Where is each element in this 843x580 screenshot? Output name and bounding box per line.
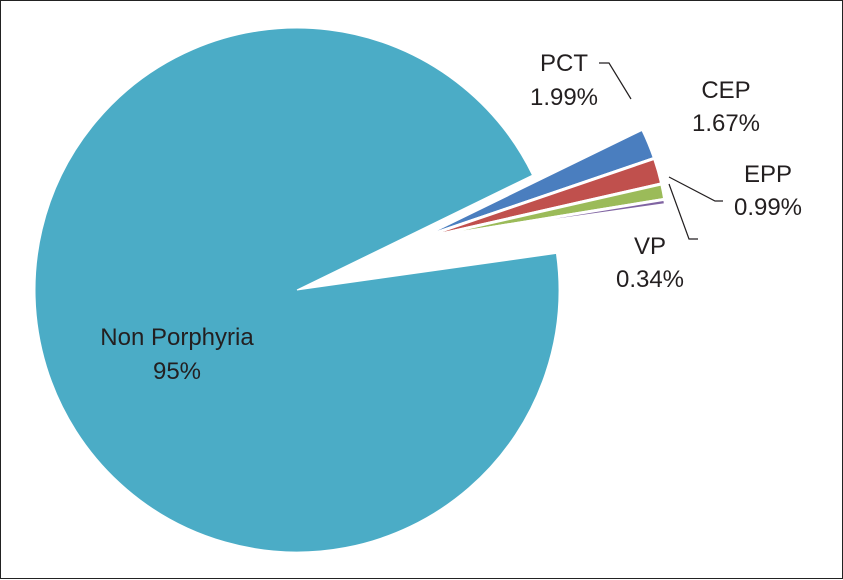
slice-labels: PCT 1.99% CEP 1.67% EPP 0.99% VP 0.34% N… bbox=[100, 50, 802, 385]
label-epp-name: EPP bbox=[744, 161, 792, 188]
label-cep-value: 1.67% bbox=[692, 110, 760, 137]
pie-slices bbox=[34, 27, 668, 553]
leader-line-epp bbox=[668, 176, 723, 202]
label-non-porphyria-name: Non Porphyria bbox=[100, 324, 254, 351]
slice-vp bbox=[414, 197, 668, 242]
leader-line-vp bbox=[668, 183, 698, 240]
label-pct-name: PCT bbox=[540, 50, 588, 77]
label-vp-name: VP bbox=[634, 233, 666, 260]
leader-line-pct bbox=[599, 62, 632, 100]
label-cep-name: CEP bbox=[701, 77, 750, 104]
label-non-porphyria-value: 95% bbox=[153, 358, 201, 385]
slice-non-porphyria bbox=[34, 27, 560, 553]
leader-lines bbox=[599, 62, 723, 240]
label-pct-value: 1.99% bbox=[530, 84, 598, 111]
label-epp-value: 0.99% bbox=[734, 194, 802, 221]
label-vp-value: 0.34% bbox=[616, 266, 684, 293]
